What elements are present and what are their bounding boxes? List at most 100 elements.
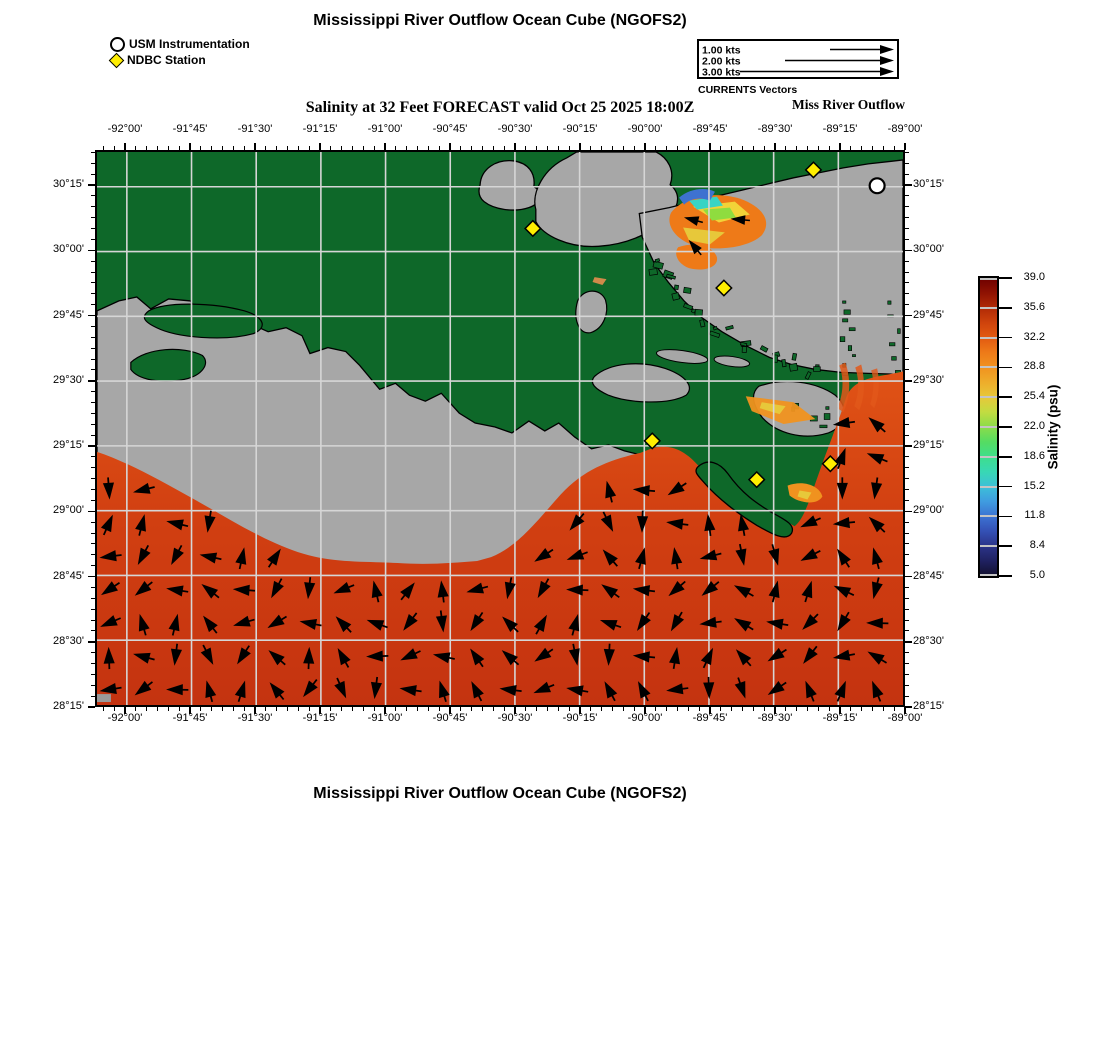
lon-minor-tick	[406, 707, 408, 711]
lat-minor-tick	[91, 162, 95, 164]
lon-minor-tick	[330, 146, 332, 150]
marsh-islet	[673, 284, 680, 291]
lon-minor-tick	[785, 146, 787, 150]
ndbc-station-marker	[821, 454, 840, 473]
lon-minor-tick	[817, 146, 819, 150]
usm-legend-row: USM Instrumentation	[110, 36, 250, 52]
ndbc-station-marker	[643, 432, 662, 450]
marker-legend: USM Instrumentation NDBC Station	[108, 36, 250, 68]
lon-minor-tick	[536, 707, 538, 711]
lat-minor-tick	[905, 467, 909, 469]
lon-tick-label: -90°00'	[627, 712, 663, 724]
lon-minor-tick	[677, 146, 678, 150]
lat-minor-tick	[91, 532, 95, 534]
low-salinity-plumes	[592, 189, 879, 503]
colorbar-tick-label: 25.4	[1023, 390, 1045, 403]
colorbar-tick	[999, 366, 1012, 369]
lat-tick-label: 29°30'	[53, 373, 84, 386]
lon-tick-label: -91°45'	[172, 123, 208, 135]
colorbar-tick-label: 18.6	[1023, 449, 1045, 462]
lon-major-tick	[904, 707, 906, 714]
lat-minor-tick	[91, 369, 95, 371]
marsh-islet	[791, 352, 798, 361]
lon-minor-tick	[373, 146, 375, 150]
lat-minor-tick	[91, 489, 95, 490]
marsh-islet	[813, 366, 821, 372]
salinity-plume-patch	[683, 227, 725, 245]
lon-tick-label: -91°15'	[302, 123, 338, 135]
salinity-plume-patch	[837, 362, 850, 413]
lat-minor-tick	[91, 456, 95, 458]
lat-minor-tick	[905, 293, 909, 295]
marsh-islet	[740, 341, 748, 347]
lat-major-tick	[88, 380, 95, 382]
lon-minor-tick	[850, 707, 852, 711]
lat-minor-tick	[905, 630, 909, 632]
lat-major-tick	[905, 249, 912, 251]
lon-minor-tick	[872, 146, 873, 150]
marsh-islet	[804, 371, 812, 380]
lon-tick-label: -89°30'	[757, 712, 793, 724]
lat-major-tick	[88, 575, 95, 578]
marsh-islet	[781, 358, 787, 368]
lat-minor-tick	[905, 195, 909, 197]
lon-minor-tick	[828, 707, 830, 711]
lon-minor-tick	[287, 146, 288, 150]
lat-minor-tick	[905, 304, 909, 306]
lat-minor-tick	[905, 499, 909, 501]
lat-major-tick	[88, 706, 95, 708]
colorbar-tick-label: 39.0	[1023, 271, 1045, 283]
lon-tick-label: -89°45'	[692, 123, 728, 135]
lon-minor-tick	[536, 146, 538, 150]
lat-minor-tick	[91, 423, 95, 425]
lat-minor-tick	[91, 347, 95, 349]
lon-major-tick	[839, 707, 841, 714]
salinity-plume-patch	[759, 402, 786, 415]
lon-minor-tick	[460, 146, 462, 150]
lat-minor-tick	[91, 521, 95, 523]
lon-major-tick	[644, 707, 646, 714]
lat-minor-tick	[905, 238, 909, 240]
lon-major-tick	[384, 707, 386, 714]
lon-minor-tick	[395, 146, 397, 150]
lat-minor-tick	[905, 597, 909, 599]
chandeleur-islet	[842, 318, 849, 323]
chandeleur-islet	[891, 356, 897, 361]
usm-circle-icon	[110, 36, 125, 52]
lon-minor-tick	[427, 146, 429, 150]
lat-tick-label: 29°45'	[53, 308, 84, 321]
lat-tick-label: 29°30'	[913, 373, 944, 386]
lon-minor-tick	[362, 146, 364, 150]
lon-major-tick	[644, 143, 646, 150]
lat-minor-tick	[905, 173, 909, 175]
marsh-islet	[725, 325, 734, 331]
lat-minor-tick	[91, 684, 95, 686]
marsh-islet	[648, 268, 658, 276]
lat-minor-tick	[91, 478, 95, 480]
lat-minor-tick	[905, 369, 909, 371]
lat-minor-tick	[91, 543, 95, 545]
lon-minor-tick	[297, 146, 299, 150]
lat-minor-tick	[91, 195, 95, 197]
lon-minor-tick	[406, 146, 408, 150]
lon-tick-label: -91°15'	[302, 712, 338, 724]
ndbc-legend-label: NDBC Station	[127, 53, 206, 67]
lon-minor-tick	[297, 707, 299, 711]
lat-minor-tick	[905, 434, 909, 436]
lon-minor-tick	[417, 146, 418, 150]
colorbar-tick-label: 28.8	[1023, 360, 1045, 373]
ndbc-station-marker	[524, 219, 542, 238]
colorbar-tick-label: 5.0	[1029, 569, 1045, 581]
lon-minor-tick	[352, 146, 353, 150]
lat-minor-tick	[91, 597, 95, 599]
lon-minor-tick	[113, 146, 115, 150]
lon-minor-tick	[687, 707, 689, 711]
lat-tick-label: 28°45'	[913, 569, 944, 582]
lat-minor-tick	[91, 434, 95, 436]
lat-minor-tick	[905, 358, 909, 360]
lon-tick-label: -90°30'	[497, 123, 533, 135]
colorbar-tick-label: 22.0	[1023, 420, 1045, 432]
colorbar-tick-label: 15.2	[1023, 479, 1045, 492]
lon-major-tick	[774, 707, 776, 714]
lon-minor-tick	[265, 707, 267, 711]
